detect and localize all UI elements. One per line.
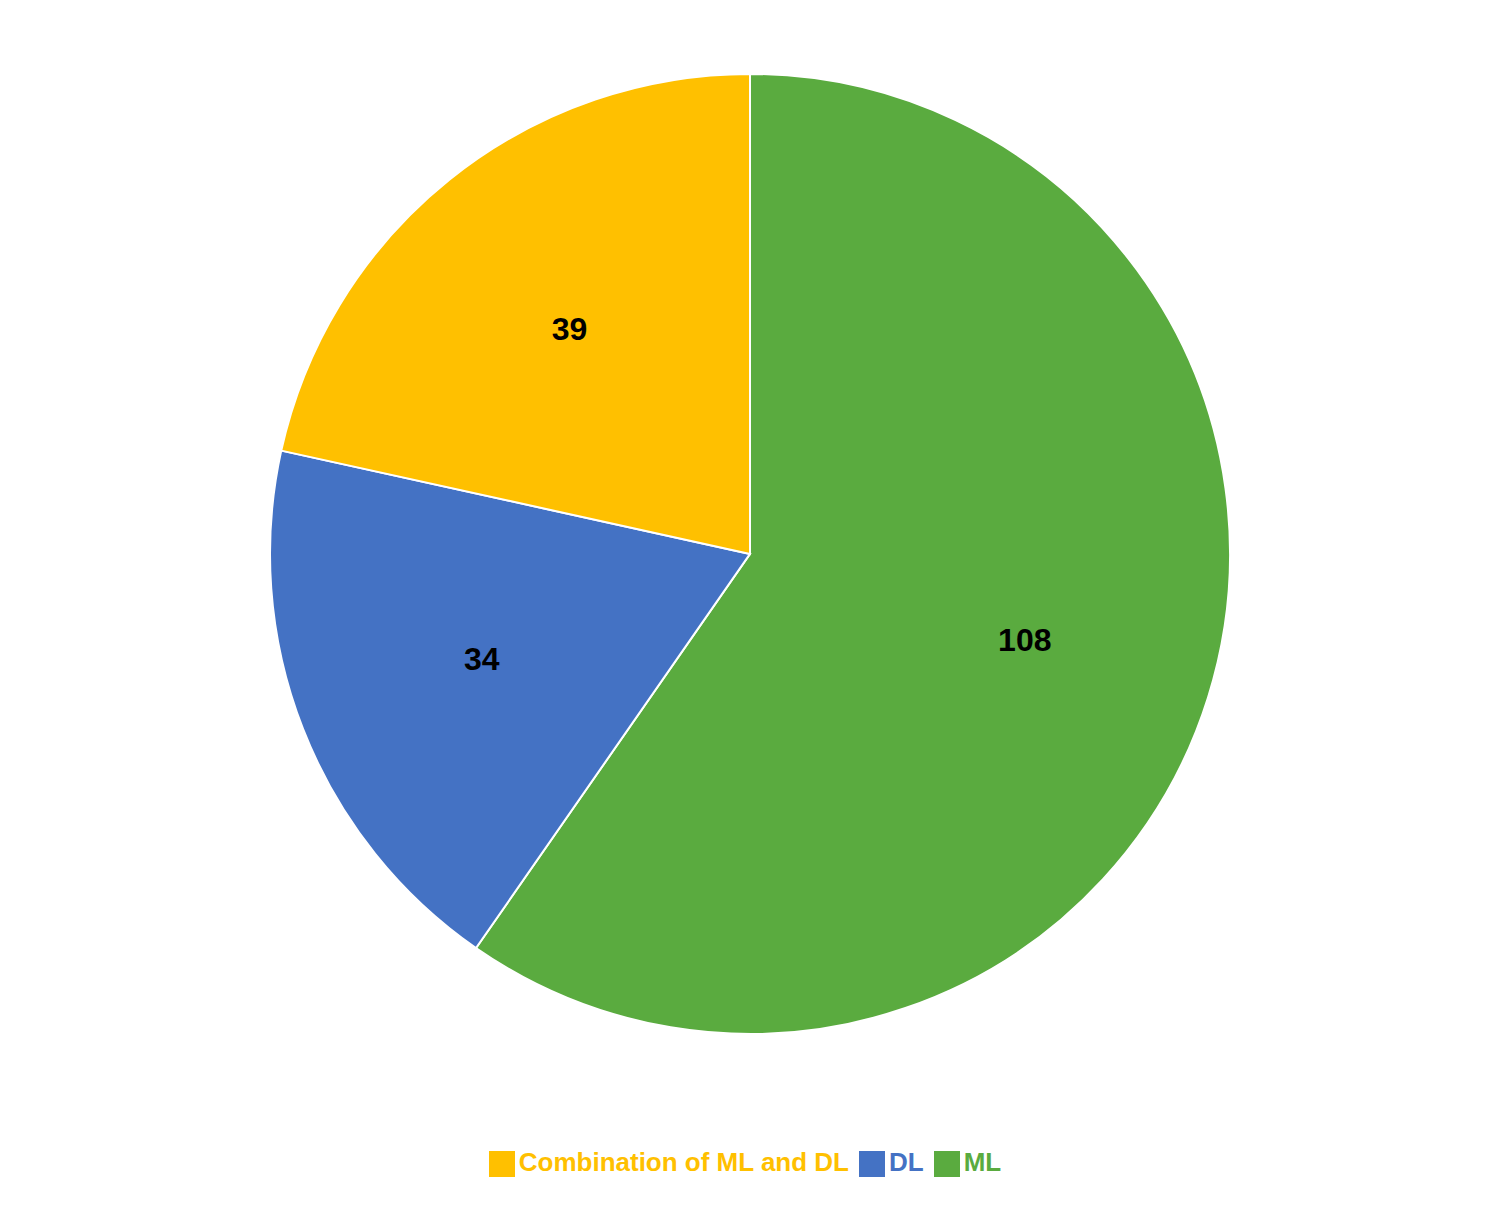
svg-text:108: 108 <box>998 622 1051 658</box>
html-text:Combination of ML and DL: Combination of ML and DL <box>518 1147 849 1177</box>
svg-text:39: 39 <box>552 311 588 347</box>
html-text:ML: ML <box>963 1147 1002 1177</box>
html-text:DL: DL <box>889 1147 924 1177</box>
svg-text:34: 34 <box>464 641 500 677</box>
